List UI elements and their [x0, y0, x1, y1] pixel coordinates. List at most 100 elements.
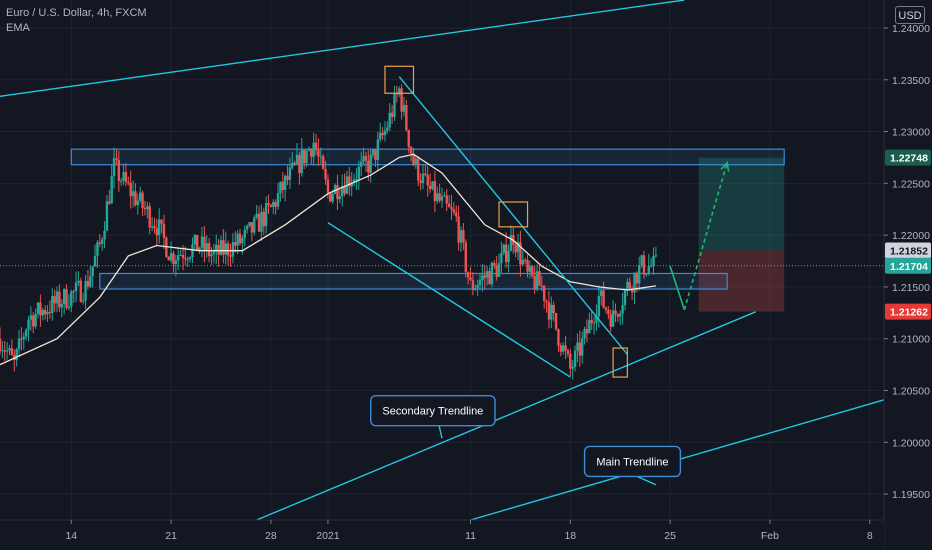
candle-body	[8, 348, 11, 351]
candle-body	[588, 320, 591, 334]
candle-body	[519, 242, 522, 265]
candle-body	[343, 185, 346, 194]
candle-body	[281, 181, 284, 190]
candle-body	[269, 204, 273, 207]
time-tick-label: 18	[564, 530, 576, 542]
candle-body	[43, 309, 47, 315]
candle-body	[531, 266, 534, 277]
price-label-bg	[885, 149, 931, 166]
candle-body	[426, 175, 429, 186]
candle-body	[571, 366, 574, 369]
price-label-bg	[885, 303, 931, 320]
candle-body	[222, 240, 225, 255]
candles	[0, 84, 658, 380]
candle-body	[319, 156, 323, 158]
candle-body	[379, 132, 382, 140]
candle-body	[243, 229, 246, 239]
support-zone	[99, 272, 728, 290]
currency-button[interactable]: USD	[895, 6, 925, 24]
candle-body	[488, 271, 491, 285]
candle-body	[545, 301, 548, 303]
candle-body	[649, 265, 653, 267]
candle-body	[538, 271, 541, 286]
candle-body	[298, 154, 301, 174]
annotation-pointer	[438, 425, 443, 439]
time-tick-label: 28	[265, 530, 277, 542]
candle-body	[264, 203, 268, 227]
symbol-title[interactable]: Euro / U.S. Dollar, 4h, FXCM	[6, 7, 147, 19]
candle-body	[428, 185, 432, 190]
candle-body	[60, 304, 63, 308]
candle-body	[226, 243, 230, 256]
candle-body	[369, 154, 372, 173]
candle-body	[642, 255, 646, 275]
candle-body	[288, 167, 292, 180]
candle-body	[198, 247, 201, 251]
candle-body	[595, 316, 598, 323]
candle-body	[436, 193, 439, 202]
candle-body	[70, 291, 73, 307]
higher-low-marker	[612, 347, 628, 378]
price-tick-label: 1.21000	[892, 334, 930, 346]
candle-body	[495, 265, 498, 277]
resistance-zone	[70, 148, 785, 166]
candle-body	[500, 252, 503, 264]
candle-body	[504, 244, 508, 263]
candle-body	[421, 173, 425, 184]
candle-body	[112, 158, 116, 177]
candle-body	[184, 258, 187, 260]
candle-body	[509, 235, 513, 252]
candle-body	[274, 202, 277, 207]
candle-body	[616, 314, 620, 317]
candle-body	[412, 153, 415, 166]
candle-body	[250, 222, 254, 233]
candle-body	[67, 306, 71, 308]
price-label: 1.21852	[890, 245, 928, 257]
candle-body	[77, 280, 80, 283]
candle-body	[645, 273, 648, 275]
candle-body	[647, 265, 650, 274]
projection-arrow	[683, 162, 728, 310]
candle-body	[143, 207, 147, 210]
candle-body	[466, 271, 470, 278]
candle-body	[526, 259, 529, 272]
candle-body	[5, 350, 9, 352]
candle-body	[386, 127, 389, 131]
candle-body	[585, 328, 589, 334]
candle-body	[155, 228, 159, 236]
candle-body	[229, 255, 232, 257]
candle-body	[314, 142, 318, 151]
candle-body	[600, 290, 603, 297]
candle-body	[550, 304, 553, 320]
candle-body	[578, 342, 582, 356]
candle-body	[1, 350, 4, 352]
price-label: 1.21704	[890, 261, 928, 273]
candle-body	[326, 179, 330, 193]
time-tick-label: 2021	[316, 530, 340, 542]
candle-body	[253, 217, 256, 233]
ema-legend[interactable]: EMA	[6, 22, 30, 34]
candle-body	[581, 338, 584, 356]
candle-body	[324, 168, 327, 180]
candle-body	[652, 255, 655, 266]
candle-body	[626, 281, 629, 291]
candle-body	[136, 200, 140, 206]
price-tick-label: 1.20000	[892, 437, 930, 449]
candle-body	[431, 181, 434, 190]
candle-body	[310, 149, 313, 157]
projection-dip	[669, 265, 686, 310]
candle-body	[398, 88, 401, 95]
candle-body	[217, 245, 220, 255]
candle-body	[602, 290, 605, 308]
candle-body	[302, 149, 306, 164]
top-marker	[384, 65, 415, 94]
candle-body	[360, 161, 363, 167]
candle-body	[528, 266, 532, 272]
candle-body	[417, 158, 420, 181]
candle-body	[255, 213, 258, 218]
candle-body	[542, 285, 546, 302]
candle-body	[212, 251, 216, 255]
candle-body	[628, 281, 631, 289]
lower-high-marker	[498, 201, 529, 228]
